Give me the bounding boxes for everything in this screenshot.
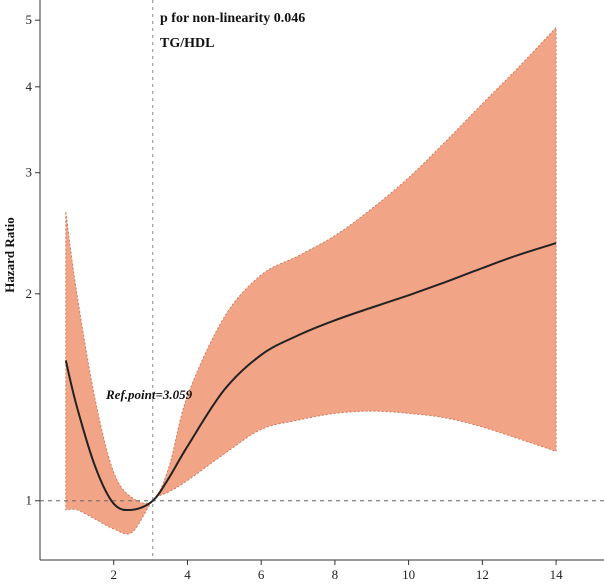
x-tick-label: 14 (550, 567, 564, 582)
x-tick-label: 12 (476, 567, 489, 582)
confidence-band (65, 26, 557, 535)
annotation-variable-name: TG/HDL (160, 36, 214, 51)
axes (39, 0, 604, 561)
y-tick-label: 1 (26, 493, 33, 508)
reference-lines (40, 0, 604, 560)
x-tick-label: 2 (110, 567, 117, 582)
x-tick-label: 6 (258, 567, 265, 582)
y-tick-label: 5 (26, 12, 33, 27)
x-tick-label: 10 (402, 567, 415, 582)
series-line-layer (64, 242, 557, 512)
x-tick-label: 8 (332, 567, 339, 582)
hazard-ratio-curve (64, 242, 557, 512)
y-tick-label: 2 (26, 286, 33, 301)
confidence-band-layer (65, 26, 557, 535)
y-axis-title: Hazard Ratio (2, 217, 17, 292)
annotation-p-nonlinearity: p for non-linearity 0.046 (160, 11, 305, 26)
y-tick-label: 3 (26, 165, 33, 180)
reference-point-label: Ref.point=3.059 (105, 387, 193, 402)
x-tick-label: 4 (184, 567, 191, 582)
y-tick-label: 4 (26, 79, 33, 94)
